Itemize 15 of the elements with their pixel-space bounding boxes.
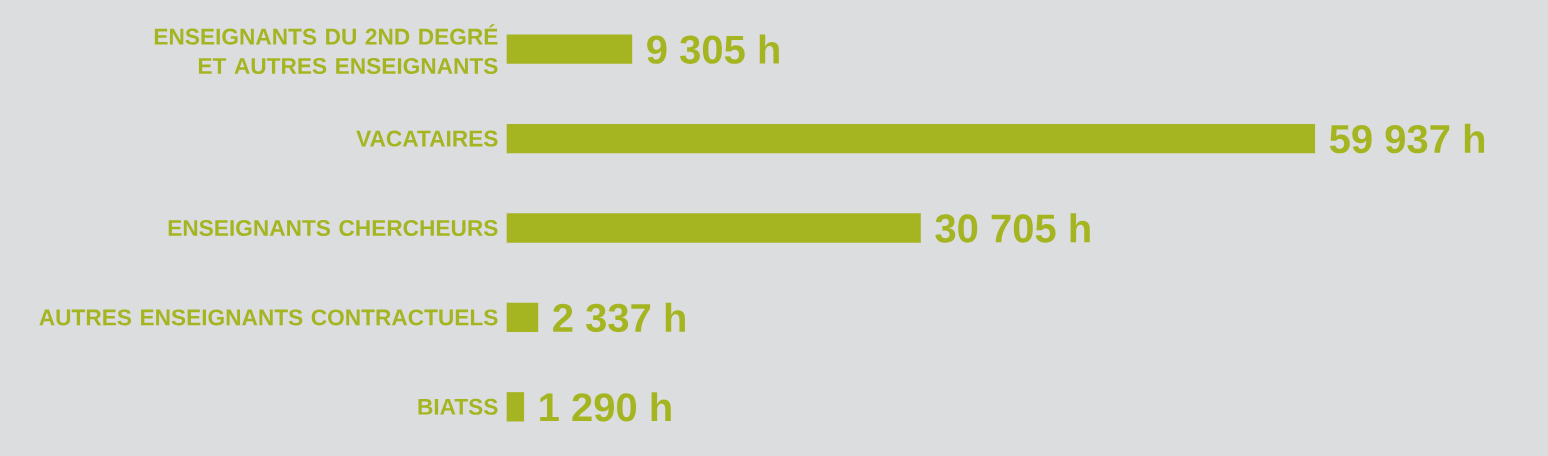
bar xyxy=(506,34,633,64)
y-tick-label: VACATAIRES xyxy=(356,130,498,147)
y-tick-label: ENSEIGNANTS CHERCHEURS xyxy=(168,219,498,237)
data-label: 9 305 h xyxy=(647,34,779,64)
data-label: 1 290 h xyxy=(540,392,671,422)
bar xyxy=(506,213,921,243)
data-label: 30 705 h xyxy=(935,213,1090,243)
bar xyxy=(506,392,525,422)
y-tick-label: ENSEIGNANTS DU 2ND DEGRÉ ET AUTRES ENSEIGNANTS xyxy=(154,24,498,75)
y-tick-label: BIATSS xyxy=(418,398,498,415)
data-label: 2 337 h xyxy=(553,302,685,333)
bar xyxy=(506,123,1316,154)
y-tick-label: AUTRES ENSEIGNANTS CONTRACTUELS xyxy=(39,309,498,326)
data-label: 59 937 h xyxy=(1329,123,1485,154)
bar xyxy=(506,302,539,333)
